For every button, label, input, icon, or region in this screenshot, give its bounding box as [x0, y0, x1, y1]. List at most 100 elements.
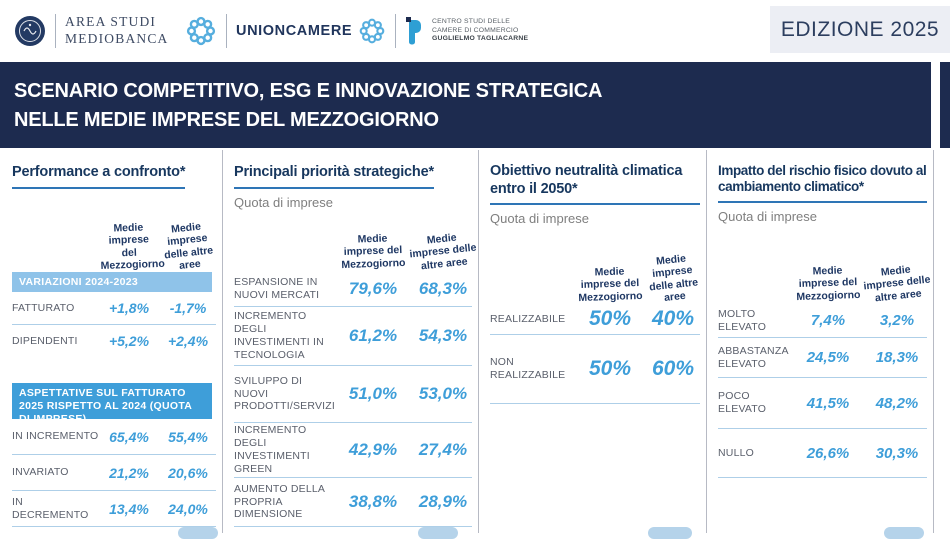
table-header-row: Medie imprese del Mezzogiorno Medie impr… — [490, 253, 700, 305]
edition-badge: EDIZIONE 2025 — [770, 6, 950, 53]
row-label: IN DECREMENTO — [12, 495, 89, 521]
row-value-altre-aree: 30,3% — [875, 444, 919, 462]
row-value-mezzogiorno: +1,8% — [108, 300, 150, 316]
table-header-row: Medie imprese del Mezzogiorno Medie impr… — [718, 254, 931, 304]
column-priorita-strategiche: Principali priorità strategiche* Quota d… — [222, 150, 478, 533]
column-subtitle: Quota di imprese — [490, 211, 589, 227]
column-title: Performance a confronto* — [12, 164, 185, 189]
header-altre-aree: Medie imprese delle altre aree — [163, 220, 214, 273]
page-edge-gap — [931, 62, 940, 148]
row-value-mezzogiorno: +5,2% — [108, 333, 150, 349]
row-value-mezzogiorno: 21,2% — [109, 464, 149, 481]
table-row: INCREMENTO DEGLI INVESTIMENTI GREEN 42,9… — [234, 423, 472, 478]
row-label: INCREMENTO DEGLI INVESTIMENTI IN TECNOLO… — [234, 310, 324, 361]
header-altre-aree: Medie imprese delle altre aree — [408, 231, 477, 272]
banner-aspettative: ASPETTATIVE SUL FATTURATO 2025 RISPETTO … — [12, 383, 212, 425]
page-edge-sliver — [940, 62, 950, 148]
column-head: Principali priorità strategiche* Quota d… — [234, 150, 472, 222]
mediobanca-emblem-icon — [14, 15, 46, 47]
column-subtitle: Quota di imprese — [718, 208, 817, 224]
column-title: Obiettivo neutralità climatica entro il … — [490, 163, 700, 206]
row-label: NON REALIZZABILE — [490, 356, 566, 381]
column-divider — [478, 150, 479, 533]
column-divider — [222, 150, 223, 533]
table-row: ABBASTANZA ELEVATO 24,5% 18,3% — [718, 338, 927, 378]
row-value-altre-aree: 27,4% — [418, 440, 468, 459]
row-value-altre-aree: -1,7% — [169, 300, 207, 316]
cutoff-decoration — [884, 527, 924, 539]
table-row: FATTURATO +1,8% -1,7% — [12, 292, 216, 325]
header-mezzogiorno: Medie imprese del Mezzogiorno — [578, 265, 643, 305]
mediobanca-line2: MEDIOBANCA — [65, 31, 169, 46]
row-label: ABBASTANZA ELEVATO — [718, 344, 789, 370]
row-value-mezzogiorno: 38,8% — [348, 492, 398, 511]
row-value-mezzogiorno: 79,6% — [348, 279, 398, 298]
row-value-mezzogiorno: 7,4% — [810, 312, 846, 329]
cutoff-decoration — [648, 527, 692, 539]
row-label: IN INCREMENTO — [12, 430, 99, 443]
row-value-mezzogiorno: 26,6% — [806, 444, 850, 462]
column-divider — [706, 150, 707, 533]
row-value-mezzogiorno: 42,9% — [348, 440, 398, 459]
row-value-mezzogiorno: 65,4% — [109, 428, 149, 445]
table-row: DIPENDENTI +5,2% +2,4% — [12, 325, 216, 357]
table-row: INCREMENTO DEGLI INVESTIMENTI IN TECNOLO… — [234, 307, 472, 366]
header-altre-aree: Medie imprese delle altre aree — [862, 263, 931, 304]
header-mezzogiorno: Medie imprese del Mezzogiorno — [100, 221, 166, 273]
header-band: AREA STUDI MEDIOBANCA UNIONCAMERE — [0, 0, 950, 62]
unioncamere-rosette-icon — [185, 15, 217, 47]
column-divider — [933, 150, 934, 533]
row-label: INVARIATO — [12, 466, 69, 479]
column-head: Performance a confronto* — [12, 150, 216, 222]
row-value-altre-aree: 20,6% — [168, 464, 208, 481]
header-altre-aree: Medie imprese delle altre aree — [648, 252, 699, 305]
column-title: Principali priorità strategiche* — [234, 164, 434, 189]
row-value-altre-aree: 68,3% — [418, 279, 468, 298]
row-value-altre-aree: 28,9% — [418, 492, 468, 511]
tagliacarne-line2: CAMERE DI COMMERCIO — [432, 26, 519, 34]
row-value-altre-aree: 60% — [651, 357, 695, 380]
column-rischio-fisico: Impatto del rischio fisico dovuto al cam… — [706, 150, 933, 533]
row-value-altre-aree: 24,0% — [168, 500, 208, 517]
header-mezzogiorno: Medie imprese del Mezzogiorno — [796, 264, 861, 303]
table-row: POCO ELEVATO 41,5% 48,2% — [718, 378, 927, 429]
row-value-mezzogiorno: 41,5% — [806, 394, 850, 412]
column-performance: Performance a confronto* Medie imprese d… — [0, 150, 222, 533]
slide-title-bar: SCENARIO COMPETITIVO, ESG E INNOVAZIONE … — [0, 62, 950, 148]
row-value-mezzogiorno: 24,5% — [806, 349, 850, 366]
row-value-altre-aree: 55,4% — [168, 428, 208, 445]
logo-separator — [226, 14, 227, 48]
logo-separator — [395, 14, 396, 48]
row-value-altre-aree: 3,2% — [879, 312, 915, 329]
column-neutralita-climatica: Obiettivo neutralità climatica entro il … — [478, 150, 706, 533]
row-value-mezzogiorno: 50% — [588, 307, 632, 330]
row-value-mezzogiorno: 61,2% — [348, 326, 398, 345]
row-label: POCO ELEVATO — [718, 390, 767, 415]
table-row: AUMENTO DELLA PROPRIA DIMENSIONE 38,8% 2… — [234, 478, 472, 527]
tagliacarne-mark-icon — [405, 16, 423, 46]
row-label: SVILUPPO DI NUOVI PRODOTTI/SERVIZI — [234, 374, 336, 413]
row-label: INCREMENTO DEGLI INVESTIMENTI GREEN — [234, 424, 310, 475]
row-value-mezzogiorno: 51,0% — [348, 384, 398, 403]
logo-mediobanca: AREA STUDI MEDIOBANCA — [14, 0, 169, 62]
tagliacarne-line3: GUGLIELMO TAGLIACARNE — [432, 35, 529, 43]
banner-variazioni: VARIAZIONI 2024-2023 — [12, 272, 212, 292]
mediobanca-line1: AREA STUDI — [65, 14, 157, 30]
table-row: IN DECREMENTO 13,4% 24,0% — [12, 491, 216, 527]
row-value-mezzogiorno: 50% — [588, 357, 632, 380]
table-header-row: Medie imprese del Mezzogiorno Medie impr… — [12, 221, 216, 273]
table-row: REALIZZABILE 50% 40% — [490, 304, 700, 335]
row-value-altre-aree: 40% — [651, 307, 695, 330]
row-value-altre-aree: 53,0% — [418, 384, 468, 403]
slide-title-line1: SCENARIO COMPETITIVO, ESG E INNOVAZIONE … — [14, 80, 603, 102]
column-subtitle: Quota di imprese — [234, 194, 333, 210]
slide-title-line2: NELLE MEDIE IMPRESE DEL MEZZOGIORNO — [14, 109, 439, 131]
logo-tagliacarne: CENTRO STUDI DELLE CAMERE DI COMMERCIO G… — [358, 0, 528, 62]
row-value-altre-aree: 54,3% — [418, 326, 468, 345]
column-title: Impatto del rischio fisico dovuto al cam… — [718, 163, 927, 203]
row-value-mezzogiorno: 13,4% — [109, 500, 149, 517]
table-row: MOLTO ELEVATO 7,4% 3,2% — [718, 304, 927, 338]
logo-separator — [55, 14, 56, 48]
row-label: DIPENDENTI — [12, 334, 78, 347]
table-row: NON REALIZZABILE 50% 60% — [490, 335, 700, 404]
